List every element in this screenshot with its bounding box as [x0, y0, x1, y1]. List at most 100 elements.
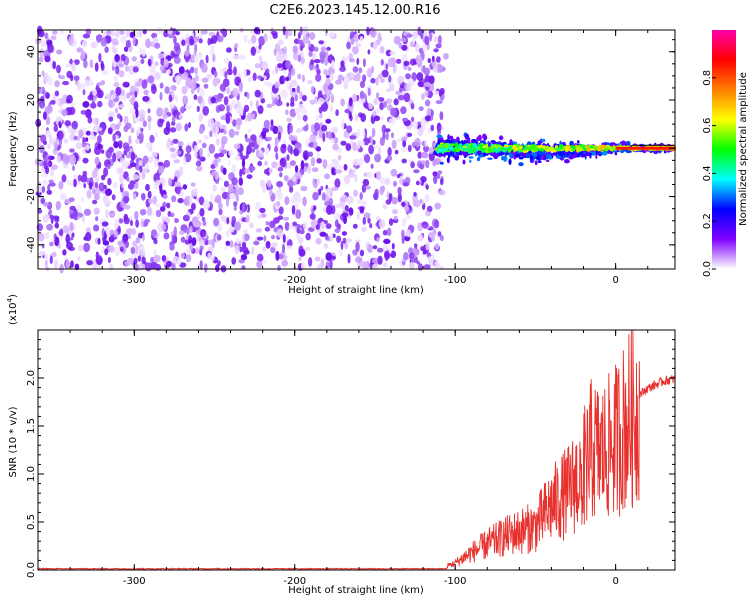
noise-blob [425, 184, 429, 190]
noise-blob [175, 186, 181, 195]
noise-blob [213, 70, 218, 78]
noise-blob [276, 190, 283, 201]
noise-blob [183, 196, 191, 207]
noise-blob [241, 166, 246, 175]
noise-blob [309, 99, 316, 105]
noise-blob [63, 138, 69, 144]
signal-core [570, 145, 576, 149]
noise-blob [155, 209, 162, 218]
noise-blob [241, 202, 246, 213]
signal-halo [518, 156, 524, 160]
noise-blob [195, 247, 200, 254]
noise-blob [414, 248, 420, 256]
y-tick-label: 40 [26, 45, 37, 58]
noise-blob [311, 167, 319, 173]
noise-blob [367, 87, 371, 97]
noise-blob [254, 62, 261, 69]
signal-core [582, 144, 585, 149]
noise-blob [106, 30, 112, 35]
noise-blob [262, 246, 267, 252]
noise-blob [326, 205, 333, 215]
noise-blob [405, 83, 412, 92]
noise-blob [434, 243, 440, 251]
noise-blob [218, 104, 225, 112]
noise-blob [355, 241, 360, 252]
noise-blob [38, 56, 44, 63]
noise-blob [71, 120, 78, 130]
signal-core [602, 145, 608, 149]
noise-blob [234, 43, 239, 49]
noise-blob [396, 174, 400, 179]
noise-blob [248, 165, 256, 172]
noise-blob [366, 26, 370, 36]
noise-blob [414, 243, 418, 248]
noise-blob [200, 229, 207, 238]
noise-blob [242, 229, 248, 234]
noise-blob [220, 187, 227, 193]
noise-blob [138, 30, 142, 38]
noise-blob [270, 119, 274, 127]
noise-blob [147, 108, 151, 114]
noise-blob [130, 127, 135, 134]
x-tick-label: -200 [283, 275, 306, 286]
noise-blob [42, 202, 50, 207]
noise-blob [323, 69, 328, 75]
noise-blob [83, 208, 92, 216]
noise-blob [179, 166, 184, 176]
noise-blob [409, 261, 414, 269]
noise-blob [303, 166, 308, 173]
signal-core [440, 148, 446, 153]
noise-blob [190, 182, 196, 187]
noise-blob [434, 219, 440, 229]
noise-blob [169, 127, 177, 133]
noise-blob [82, 89, 86, 96]
noise-blob [90, 41, 98, 49]
noise-blob [130, 152, 136, 161]
noise-blob [167, 177, 173, 187]
noise-blob [324, 173, 330, 180]
noise-blob [225, 230, 231, 237]
noise-blob [250, 46, 256, 56]
noise-blob [149, 134, 155, 143]
noise-blob [353, 167, 357, 173]
noise-blob [359, 192, 363, 200]
noise-blob [163, 29, 169, 38]
noise-blob [228, 150, 234, 157]
noise-blob [162, 69, 167, 74]
noise-blob [310, 59, 315, 66]
noise-blob [286, 245, 293, 250]
noise-blob [157, 161, 164, 166]
noise-blob [50, 35, 57, 41]
noise-blob [438, 91, 443, 97]
noise-blob [123, 125, 129, 133]
y-tick-label: 1.0 [26, 466, 37, 482]
noise-blob [66, 180, 74, 185]
noise-blob [253, 27, 260, 35]
noise-blob [54, 141, 58, 152]
noise-blob [126, 257, 134, 265]
noise-blob [196, 105, 200, 113]
noise-blob [314, 96, 318, 105]
noise-blob [201, 142, 207, 149]
noise-blob [401, 158, 407, 164]
noise-blob [417, 151, 423, 159]
noise-blob [282, 46, 288, 55]
noise-blob [373, 98, 380, 105]
noise-blob [301, 94, 307, 102]
signal-core [513, 148, 515, 153]
noise-blob [294, 171, 302, 179]
noise-blob [40, 40, 47, 48]
noise-blob [159, 82, 164, 89]
noise-blob [220, 215, 227, 222]
noise-blob [94, 156, 100, 166]
noise-blob [132, 113, 136, 118]
noise-blob [393, 35, 401, 45]
noise-blob [359, 80, 366, 89]
signal-halo [447, 157, 449, 163]
noise-blob [272, 126, 279, 134]
noise-blob [362, 129, 366, 139]
noise-blob [238, 81, 243, 92]
noise-blob [333, 136, 339, 144]
noise-blob [177, 141, 184, 147]
noise-blob [304, 246, 311, 251]
